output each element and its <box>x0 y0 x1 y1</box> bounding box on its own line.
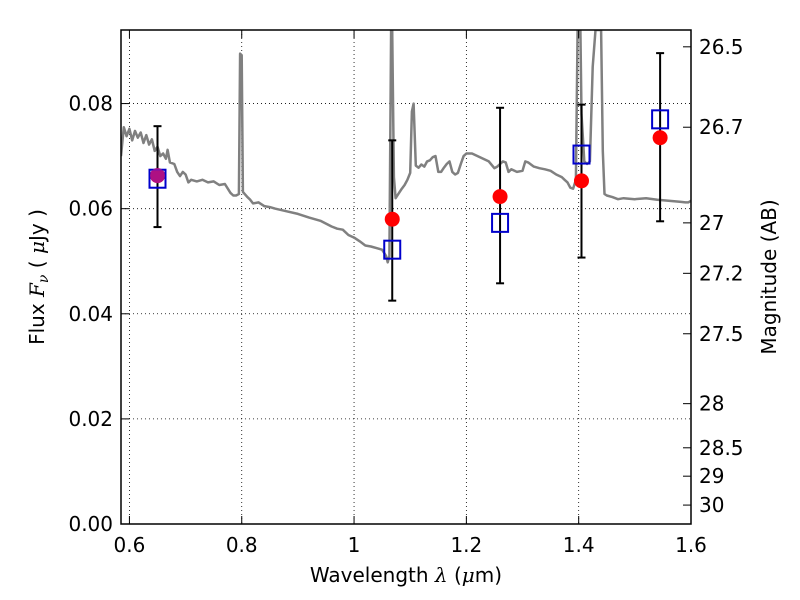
y2-tick-label: 29 <box>699 464 724 488</box>
observed-point <box>652 130 668 146</box>
model-point <box>651 109 670 130</box>
x-tick-label: 0.6 <box>114 533 146 557</box>
y2-tick-label: 28.5 <box>699 436 744 460</box>
axis-ticks: 0.6 0.8 1 1.2 1.4 1.6 0.00 0.02 0.04 0.06 0.08 26.5… <box>68 30 744 557</box>
x-tick-label: 1.2 <box>450 533 482 557</box>
y2-tick-label: 26.7 <box>699 115 744 139</box>
observed-point <box>384 211 400 227</box>
y2-tick-label: 26.5 <box>699 35 744 59</box>
y-tick-label: 0.04 <box>68 302 113 326</box>
y-tick-label: 0.08 <box>68 92 113 116</box>
y2-axis-label: Magnitude (AB) <box>757 199 781 354</box>
data-points <box>148 109 670 260</box>
y-axis-label: Flux Fν ( μJy ) <box>25 209 52 345</box>
x-tick-label: 0.8 <box>226 533 258 557</box>
x-axis-label: Wavelength λ (μm) <box>310 563 502 587</box>
y2-tick-label: 30 <box>699 493 724 517</box>
y2-tick-label: 27.5 <box>699 322 744 346</box>
spectrum-layer <box>121 30 691 264</box>
y2-tick-label: 28 <box>699 392 724 416</box>
x-tick-label: 1.6 <box>675 533 707 557</box>
y-tick-label: 0.06 <box>68 197 113 221</box>
grid <box>121 30 691 524</box>
model-point <box>572 144 591 165</box>
observed-point <box>492 189 508 205</box>
x-tick-label: 1 <box>348 533 361 557</box>
overlap-point <box>150 168 166 184</box>
model-point <box>383 239 402 260</box>
x-tick-label: 1.4 <box>563 533 595 557</box>
y-tick-label: 0.00 <box>68 512 113 536</box>
model-point <box>491 212 510 233</box>
y-tick-label: 0.02 <box>68 407 113 431</box>
y2-tick-label: 27 <box>699 211 724 235</box>
plot-frame <box>120 29 692 525</box>
y2-tick-label: 27.2 <box>699 261 744 285</box>
observed-point <box>573 173 589 189</box>
spectrum-line <box>121 30 691 264</box>
